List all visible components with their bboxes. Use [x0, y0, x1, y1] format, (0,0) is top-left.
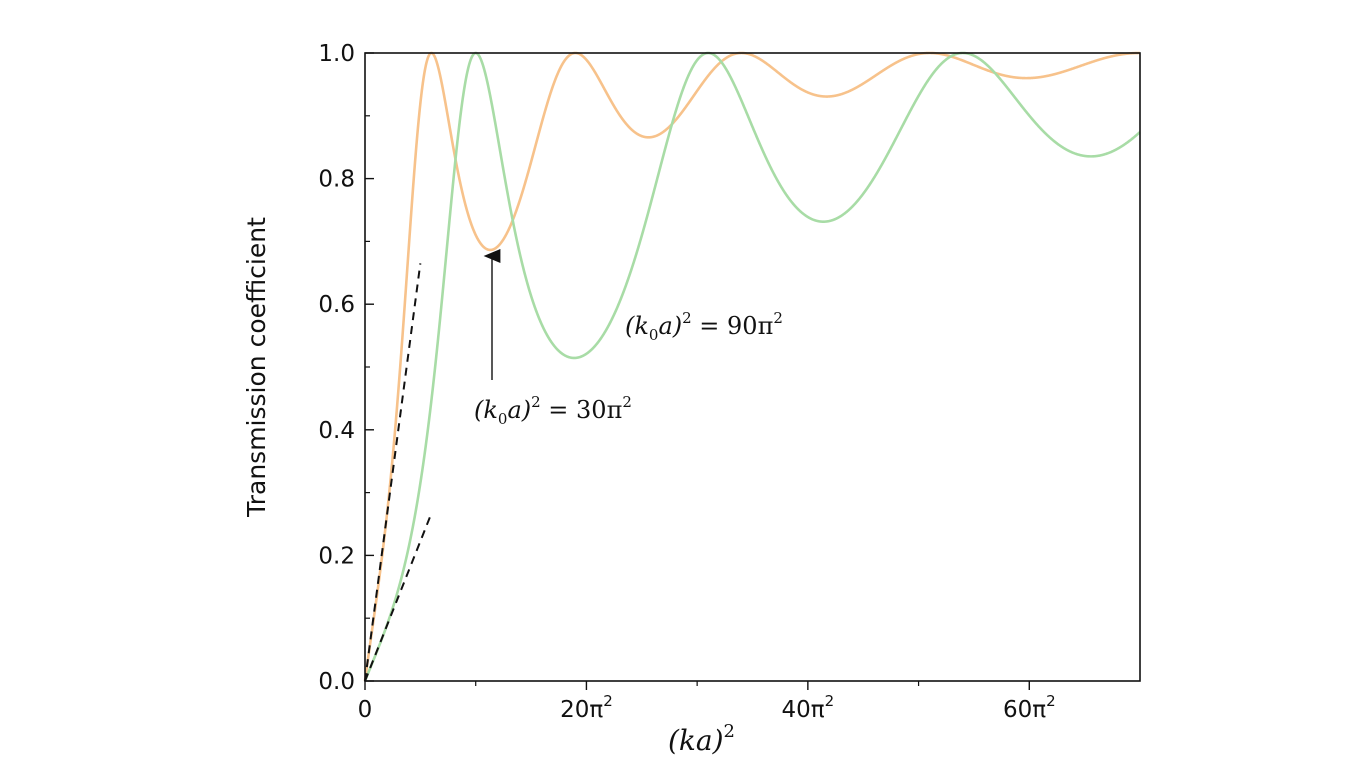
series-line-0: [363, 51, 1141, 682]
y-tick-label: 0.8: [318, 167, 355, 193]
annotation-k0a2-30pi2: (k0a)2 = 30π2: [474, 249, 632, 428]
annotation-label-90: (k0a)2 = 90π2: [625, 309, 783, 344]
curves-layer: [363, 51, 1141, 682]
x-tick-label: 60π2: [1003, 692, 1056, 723]
annotation-k0a2-90pi2: (k0a)2 = 90π2: [625, 309, 783, 344]
y-tick-label: 0.0: [318, 669, 355, 695]
x-axis-ticks: 0 20π2 40π2 60π2: [358, 681, 1056, 723]
y-tick-label: 0.2: [318, 543, 355, 569]
x-tick-label: 0: [358, 697, 373, 723]
series-line-1: [363, 51, 1141, 682]
asymptote-line-1: [364, 512, 433, 682]
y-axis-ticks: 0.0 0.2 0.4 0.6 0.8 1.0: [318, 41, 374, 695]
plot-frame: [364, 52, 1141, 682]
y-tick-label: 1.0: [318, 41, 355, 67]
annotation-label-30: (k0a)2 = 30π2: [474, 393, 632, 428]
x-tick-label: 40π2: [782, 692, 835, 723]
asymptote-layer: [364, 263, 433, 682]
y-tick-label: 0.6: [318, 292, 355, 318]
x-axis-title: (ka)2: [668, 721, 735, 757]
x-axis-title-sup: 2: [724, 721, 735, 742]
y-tick-label: 0.4: [318, 418, 355, 444]
x-axis-title-base: (ka): [668, 724, 724, 757]
y-axis-title: Transmission coefficient: [242, 217, 271, 518]
asymptote-line-0: [364, 263, 422, 682]
x-tick-label: 20π2: [560, 692, 613, 723]
